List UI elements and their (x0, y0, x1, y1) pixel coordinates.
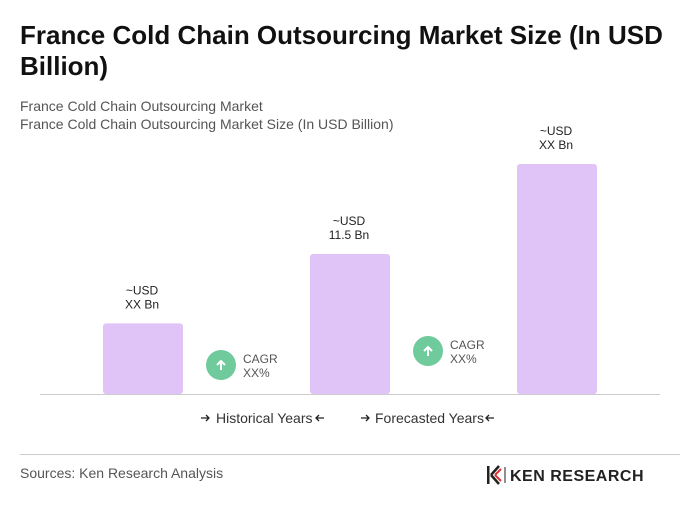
cagr-title: CAGR (243, 352, 278, 366)
period-label: Forecasted Years (375, 410, 484, 426)
logo-mark (487, 466, 490, 484)
chart-title: France Cold Chain Outsourcing Market Siz… (20, 20, 663, 50)
logo-mark (490, 465, 500, 485)
value-label: ~USD (333, 214, 366, 228)
subtitle: France Cold Chain Outsourcing Market Siz… (20, 116, 393, 132)
cagr-title: CAGR (450, 338, 485, 352)
subtitle: France Cold Chain Outsourcing Market (20, 98, 263, 114)
period-arrow (485, 414, 494, 422)
value-label: XX Bn (125, 297, 159, 311)
bar (310, 254, 390, 394)
period-arrow (201, 414, 210, 422)
period-label: Historical Years (216, 410, 313, 426)
cagr-arrow (423, 345, 433, 356)
bar (517, 164, 597, 394)
period-arrow (361, 414, 370, 422)
chart-title: Billion) (20, 51, 108, 81)
logo: KEN RESEARCH (487, 465, 644, 485)
cagr-value: XX% (243, 366, 270, 380)
period-arrow (315, 414, 324, 422)
cagr-arrow (216, 359, 226, 370)
value-label: 11.5 Bn (329, 228, 369, 242)
bar (103, 323, 183, 394)
value-label: ~USD (126, 283, 159, 297)
source: Sources: Ken Research Analysis (20, 465, 223, 481)
cagr-value: XX% (450, 352, 477, 366)
value-label: ~USD (540, 124, 573, 138)
logo-text: KEN RESEARCH (510, 468, 644, 485)
value-label: XX Bn (539, 138, 573, 152)
logo-mark (494, 468, 502, 482)
